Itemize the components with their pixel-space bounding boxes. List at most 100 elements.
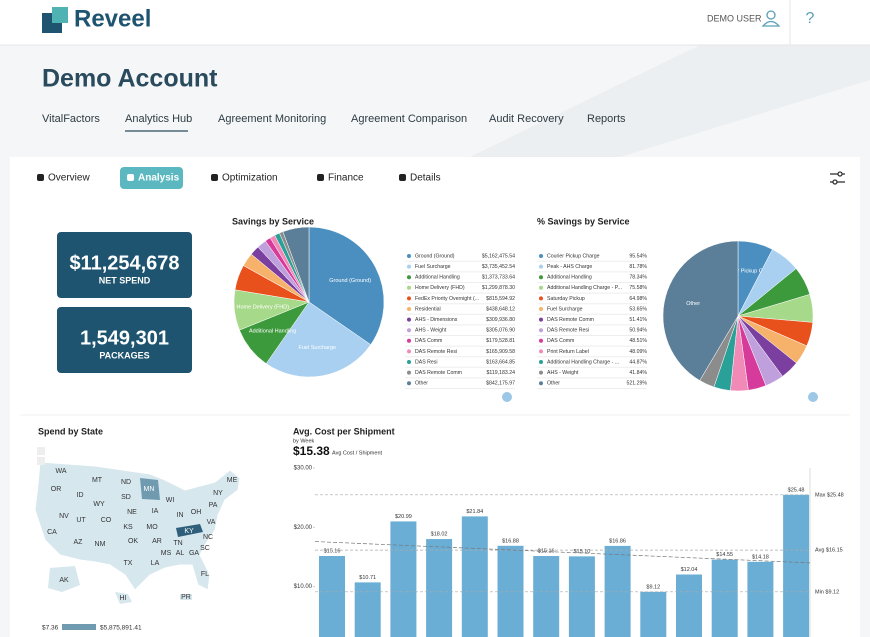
nav-item[interactable]: VitalFactors	[42, 113, 100, 125]
legend-swatch	[407, 349, 411, 354]
bar	[676, 574, 702, 637]
legend-label: Fuel Surcharge	[415, 264, 451, 270]
state-label: SC	[200, 545, 210, 552]
legend-swatch	[539, 328, 543, 333]
reference-label: Avg $16.15	[815, 548, 843, 554]
expand-button[interactable]	[808, 392, 818, 402]
map-legend-scale	[62, 624, 96, 630]
state-label: WA	[55, 468, 66, 475]
bar	[390, 521, 417, 637]
tab[interactable]: Finance	[328, 173, 364, 184]
state-label: ME	[227, 477, 238, 484]
tab[interactable]: Analysis	[138, 173, 180, 184]
nav-item[interactable]: Reports	[587, 113, 626, 125]
state-label: CO	[101, 517, 112, 524]
account-title: Demo Account	[42, 65, 218, 93]
legend-swatch	[407, 264, 411, 269]
active-tab-pill[interactable]	[120, 167, 183, 189]
legend-value: $5,162,475.54	[482, 253, 515, 259]
legend-swatch	[407, 254, 411, 258]
bar	[604, 545, 631, 637]
tab[interactable]: Details	[410, 173, 441, 184]
state-label: AR	[152, 538, 162, 545]
bar-value-label: $14.18	[752, 554, 769, 560]
legend-label: FedEx Priority Overnight (...	[415, 296, 479, 302]
legend-label: Additional Handling Charge - ...	[547, 359, 619, 365]
legend-value: 44.87%	[629, 359, 647, 365]
bar-value-label: $9.12	[646, 584, 660, 590]
legend-label: DAS Remote Resi	[547, 328, 589, 334]
legend-swatch	[407, 381, 411, 386]
legend-value: $815,594.92	[486, 296, 515, 302]
legend-value: 51.41%	[629, 317, 647, 323]
user-icon[interactable]	[761, 10, 781, 27]
legend-label: Additional Handling	[547, 275, 592, 281]
chart-title: Savings by Service	[232, 216, 314, 226]
legend-value: $1,299,878.30	[482, 285, 515, 291]
legend-value: 521.29%	[627, 381, 648, 387]
slice-label: Courier Pickup Charge	[721, 268, 777, 274]
legend-label: Additional Handling	[415, 275, 460, 281]
legend-swatch	[539, 285, 543, 290]
legend-swatch	[539, 370, 543, 375]
nav-item[interactable]: Analytics Hub	[125, 113, 192, 125]
logo-mark	[42, 7, 68, 33]
state-label: TN	[173, 540, 182, 547]
legend-label: Ground (Ground)	[415, 253, 455, 259]
legend-swatch	[539, 349, 543, 354]
legend-value: 48.51%	[629, 338, 647, 344]
slice-label: Other	[686, 301, 700, 307]
tab-icon	[127, 174, 134, 181]
legend-label: Other	[415, 381, 428, 387]
legend-label: AHS - Weight	[547, 370, 579, 376]
state-label: ND	[121, 479, 131, 486]
kpi-label: NET SPEND	[99, 275, 151, 285]
legend-label: Print Return Label	[547, 349, 589, 355]
chart-title: % Savings by Service	[537, 216, 630, 226]
map-legend-min: $7.36	[42, 625, 59, 632]
legend-swatch	[539, 296, 543, 301]
bar-value-label: $18.02	[431, 531, 448, 537]
tab[interactable]: Overview	[48, 173, 90, 184]
help[interactable]: ?	[806, 10, 815, 27]
pie-slice	[308, 226, 385, 345]
tab-icon	[317, 174, 324, 181]
nav-item[interactable]: Agreement Comparison	[351, 113, 467, 125]
legend-value: 53.65%	[629, 306, 647, 312]
state-label: MT	[92, 477, 103, 484]
state-label: IA	[152, 508, 159, 515]
state-label: GA	[189, 550, 199, 557]
state-label: TX	[124, 560, 133, 567]
pie-slice	[282, 226, 310, 303]
legend-value: 41.84%	[629, 370, 647, 376]
map-legend-max: $5,875,891.41	[100, 625, 142, 632]
user-name[interactable]: DEMO USER	[707, 13, 762, 23]
legend-value: 64.98%	[629, 296, 647, 302]
legend-label: Courier Pickup Charge	[547, 253, 600, 259]
filter-icon[interactable]	[830, 171, 845, 185]
legend-value: 81.78%	[629, 264, 647, 270]
state-label: MO	[146, 524, 158, 531]
legend-swatch	[539, 338, 543, 343]
nav-item[interactable]: Audit Recovery	[489, 113, 564, 125]
state-label: ID	[77, 492, 84, 499]
chart-title: Avg. Cost per Shipment	[293, 426, 395, 436]
bar-value-label: $16.86	[609, 538, 626, 544]
state-label: UT	[76, 517, 86, 524]
expand-button[interactable]	[502, 392, 512, 402]
bar	[568, 556, 595, 637]
tab[interactable]: Optimization	[222, 173, 278, 184]
legend-swatch	[407, 296, 411, 301]
state-label: WI	[166, 497, 175, 504]
legend-swatch	[407, 275, 411, 280]
legend-label: AHS - Dimensions	[415, 317, 458, 323]
legend-value: $163,664.85	[486, 359, 515, 365]
legend-label: Home Delivery (FHD)	[415, 285, 465, 291]
map-shape	[34, 461, 241, 604]
nav-item[interactable]: Agreement Monitoring	[218, 113, 326, 125]
map-zoom[interactable]	[37, 447, 45, 465]
state-label: HI	[120, 595, 127, 602]
bar-value-label: $14.55	[716, 552, 733, 558]
state-label: FL	[201, 571, 209, 578]
map-title: Spend by State	[38, 426, 103, 436]
